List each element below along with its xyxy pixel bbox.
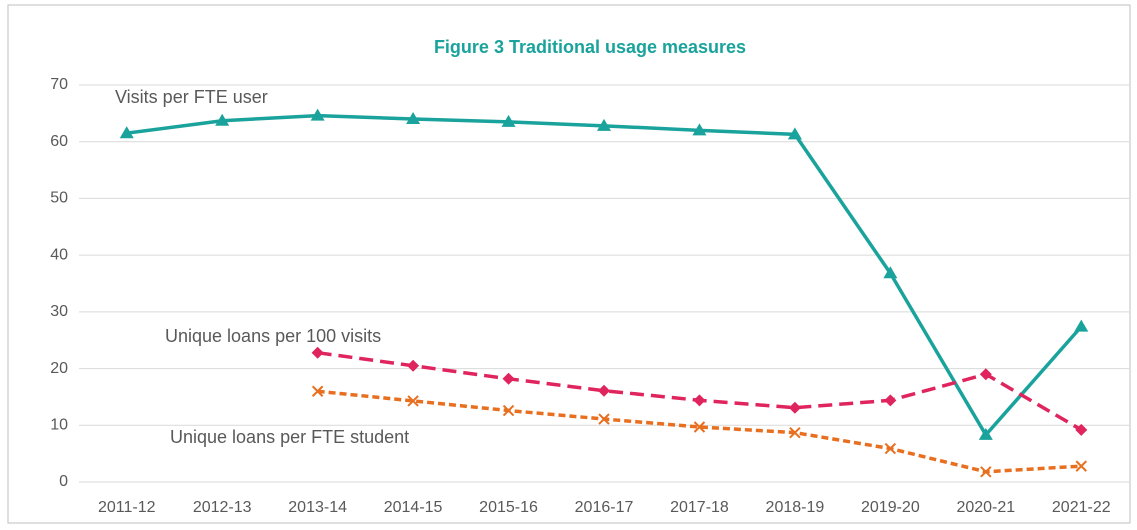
marker [789, 426, 801, 439]
marker [407, 395, 419, 407]
marker [788, 401, 801, 414]
y-tick-label: 60 [50, 133, 68, 150]
y-tick-label: 40 [50, 246, 68, 263]
x-tick-label: 2013-14 [288, 499, 347, 516]
marker [884, 442, 897, 455]
marker [787, 127, 802, 140]
marker [1074, 319, 1089, 332]
x-tick-label: 2014-15 [384, 499, 443, 516]
y-tick-label: 70 [50, 76, 68, 93]
marker [978, 427, 993, 440]
y-tick-label: 50 [50, 190, 68, 207]
x-tick-label: 2017-18 [670, 499, 729, 516]
marker [310, 108, 325, 121]
chart-title: Figure 3 Traditional usage measures [434, 37, 746, 57]
series-label: Unique loans per 100 visits [165, 326, 381, 346]
y-tick-label: 0 [59, 473, 68, 490]
x-tick-label: 2011-12 [98, 499, 156, 516]
marker [119, 126, 134, 139]
marker [502, 404, 515, 417]
marker [598, 384, 610, 397]
marker [215, 113, 230, 126]
series-line [317, 389, 1082, 474]
marker [979, 368, 992, 381]
marker [693, 421, 706, 433]
marker [1075, 423, 1088, 436]
x-tick-label: 2019-20 [861, 499, 920, 516]
x-tick-label: 2021-22 [1052, 499, 1111, 516]
y-tick-label: 20 [50, 360, 68, 377]
x-tick-label: 2018-19 [766, 499, 825, 516]
marker [883, 266, 898, 279]
x-tick-label: 2020-21 [956, 499, 1015, 516]
marker [407, 359, 420, 372]
y-tick-label: 30 [50, 303, 68, 320]
chart-border [7, 4, 1131, 524]
marker [311, 385, 324, 397]
marker [693, 394, 706, 407]
x-tick-label: 2012-13 [193, 499, 252, 516]
marker [502, 372, 515, 385]
marker [311, 346, 324, 359]
marker [597, 118, 611, 131]
series-label: Unique loans per FTE student [170, 427, 409, 447]
marker [598, 413, 610, 425]
x-tick-label: 2015-16 [479, 499, 538, 516]
marker [1075, 460, 1087, 472]
marker [980, 466, 992, 478]
marker [692, 123, 707, 136]
series-label: Visits per FTE user [115, 87, 268, 107]
marker [406, 112, 421, 125]
x-tick-label: 2016-17 [575, 499, 634, 516]
marker [884, 394, 897, 407]
y-tick-label: 10 [50, 417, 68, 434]
marker [501, 114, 516, 127]
